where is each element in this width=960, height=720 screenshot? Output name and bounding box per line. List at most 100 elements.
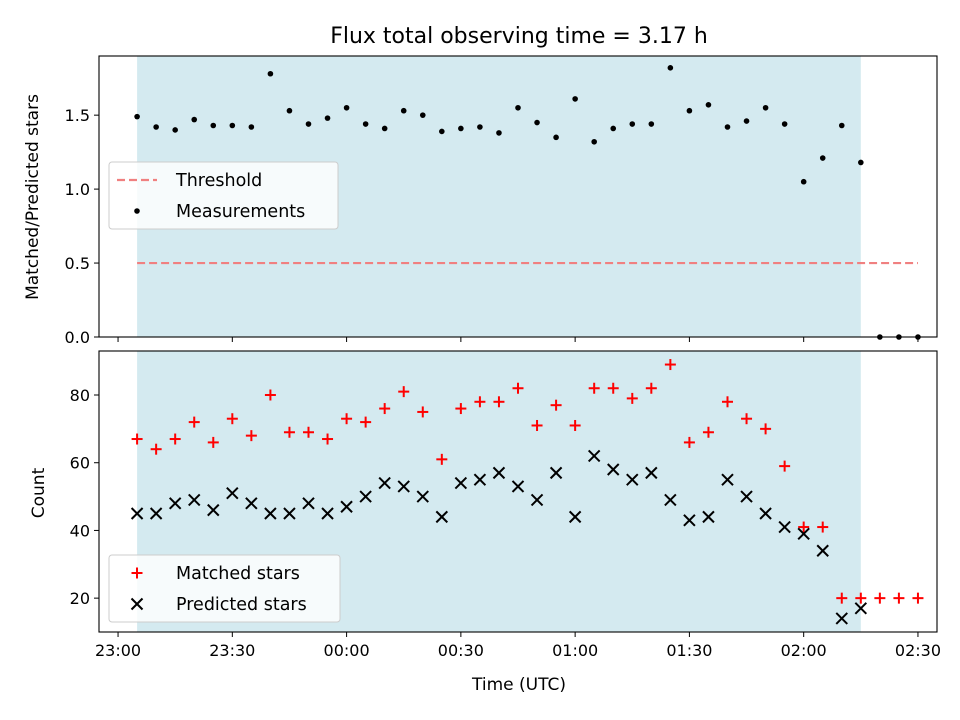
x-b xyxy=(397,480,410,493)
x-tick-label: 23:00 xyxy=(95,641,141,660)
data-point-predicted xyxy=(854,602,868,615)
data-point-predicted xyxy=(188,493,201,507)
data-point-matched xyxy=(626,392,638,404)
data-point-matched xyxy=(264,389,276,401)
data-point-matched xyxy=(893,592,905,604)
x-b xyxy=(226,486,239,500)
y-tick-label: 0.5 xyxy=(65,254,90,273)
data-point-predicted xyxy=(264,507,277,520)
x-tick-label: 02:30 xyxy=(895,641,941,660)
x-b xyxy=(797,527,810,541)
data-point-predicted xyxy=(664,493,677,507)
data-point-matched xyxy=(855,592,867,604)
x-b xyxy=(721,473,734,486)
data-point-predicted xyxy=(645,466,658,480)
x-b xyxy=(645,466,658,480)
data-point-matched xyxy=(245,430,257,442)
data-point-measurement xyxy=(381,125,388,132)
data-point-predicted xyxy=(626,473,639,486)
axes-frame xyxy=(98,350,938,633)
x-b xyxy=(816,544,829,557)
legend-label: Measurements xyxy=(176,202,305,222)
y-tick-label: 1.0 xyxy=(65,180,90,199)
y-tick-label: 40 xyxy=(70,521,90,540)
data-point-measurement xyxy=(458,125,464,132)
data-point-measurement xyxy=(400,107,407,114)
y-tick-label: 1.5 xyxy=(65,106,90,125)
data-point-measurement xyxy=(305,121,312,127)
x-b xyxy=(283,507,296,520)
x-b xyxy=(511,480,525,493)
data-point-predicted xyxy=(435,510,449,524)
data-point-measurement xyxy=(705,102,712,108)
data-point-predicted xyxy=(759,507,772,520)
data-point-measurement xyxy=(134,113,140,120)
legend-label: Matched stars xyxy=(176,564,300,584)
data-point-measurement xyxy=(686,107,693,114)
data-point-predicted xyxy=(416,490,429,503)
x-b xyxy=(854,602,868,615)
data-point-matched xyxy=(645,382,657,394)
data-point-predicted xyxy=(321,507,334,520)
data-point-measurement xyxy=(229,122,236,129)
data-point-measurement xyxy=(496,130,502,136)
data-point-matched xyxy=(150,443,162,455)
data-point-measurement xyxy=(191,116,198,123)
data-point-measurement xyxy=(838,122,845,129)
data-point-measurement xyxy=(324,115,331,121)
data-point-predicted xyxy=(797,527,810,541)
y-tick-label: 20 xyxy=(70,589,90,608)
data-point-matched xyxy=(569,419,581,431)
data-point-measurement xyxy=(667,65,674,71)
y-tick-label: 0.0 xyxy=(65,328,90,347)
data-point-matched xyxy=(226,413,238,425)
axes-frame xyxy=(98,55,938,338)
data-point-predicted xyxy=(454,476,468,490)
data-point-matched xyxy=(398,386,410,398)
data-point-matched xyxy=(436,453,448,465)
x-b xyxy=(149,507,163,520)
data-point-predicted xyxy=(149,507,163,520)
data-point-predicted xyxy=(568,510,582,524)
x-b xyxy=(492,466,506,480)
data-point-matched xyxy=(550,399,562,411)
data-point-measurement xyxy=(172,127,178,133)
x-b xyxy=(626,473,639,486)
x-b xyxy=(168,497,182,510)
data-point-measurement xyxy=(553,134,559,141)
data-point-predicted xyxy=(511,480,525,493)
x-b xyxy=(702,510,715,524)
data-point-measurement xyxy=(572,96,578,102)
data-point-predicted xyxy=(816,544,829,557)
data-point-matched xyxy=(836,592,848,604)
data-point-predicted xyxy=(721,473,734,486)
legend: Matched stars Predicted stars xyxy=(108,554,341,623)
x-b xyxy=(607,463,620,476)
data-point-predicted xyxy=(473,473,487,486)
data-point-predicted xyxy=(397,480,410,493)
data-point-predicted xyxy=(778,520,791,534)
data-point-matched xyxy=(607,382,619,394)
data-point-measurement xyxy=(610,125,617,132)
data-point-matched xyxy=(207,436,219,448)
legend-box xyxy=(108,161,339,230)
data-point-measurement xyxy=(648,121,655,127)
data-point-predicted xyxy=(587,449,601,463)
data-point-measurement xyxy=(534,119,540,126)
data-point-predicted xyxy=(607,463,620,476)
data-point-predicted xyxy=(302,497,315,510)
ylabel-count: Count xyxy=(29,467,49,518)
data-point-measurement xyxy=(153,124,159,130)
ratio-panel: 0.0 0.5 1.0 1.5 Threshold Measurements xyxy=(65,55,938,347)
y-tick-label: 60 xyxy=(70,454,90,473)
data-point-measurement xyxy=(248,124,255,130)
data-point-matched xyxy=(664,359,676,371)
data-point-matched xyxy=(303,426,314,438)
data-point-measurement xyxy=(762,104,769,111)
data-point-measurement xyxy=(819,155,826,161)
data-point-measurement xyxy=(343,104,350,111)
x-b xyxy=(664,493,677,507)
data-point-matched xyxy=(131,433,143,445)
count-panel: 20 40 60 80 23:00 23:30 00:00 00:30 01:00 01:30 02… xyxy=(70,350,941,660)
